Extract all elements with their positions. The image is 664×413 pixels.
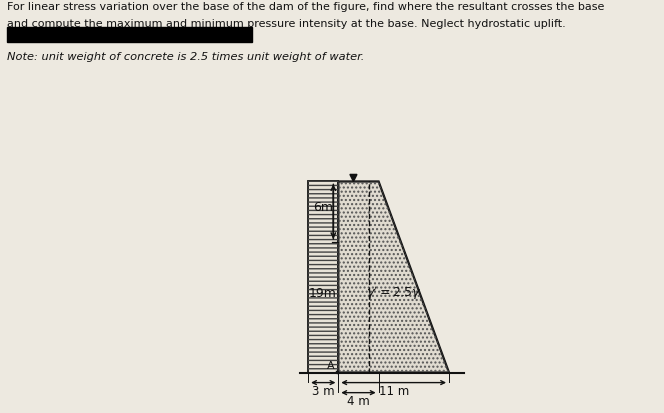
Text: 3 m: 3 m	[312, 384, 335, 396]
Text: For linear stress variation over the base of the dam of the figure, find where t: For linear stress variation over the bas…	[7, 2, 604, 12]
Polygon shape	[339, 182, 449, 373]
Text: Note: unit weight of concrete is 2.5 times unit weight of water.: Note: unit weight of concrete is 2.5 tim…	[7, 52, 364, 62]
Text: 4 m: 4 m	[347, 394, 370, 407]
Text: 19m: 19m	[308, 286, 336, 299]
Text: 6m: 6m	[313, 201, 333, 214]
Text: 11 m: 11 m	[378, 384, 409, 396]
Polygon shape	[350, 175, 357, 182]
Text: and compute the maximum and minimum pressure intensity at the base. Neglect hydr: and compute the maximum and minimum pres…	[7, 19, 565, 28]
Text: $\gamma'=2.5\gamma$: $\gamma'=2.5\gamma$	[366, 284, 422, 301]
Text: A: A	[327, 361, 335, 370]
Polygon shape	[308, 182, 339, 373]
